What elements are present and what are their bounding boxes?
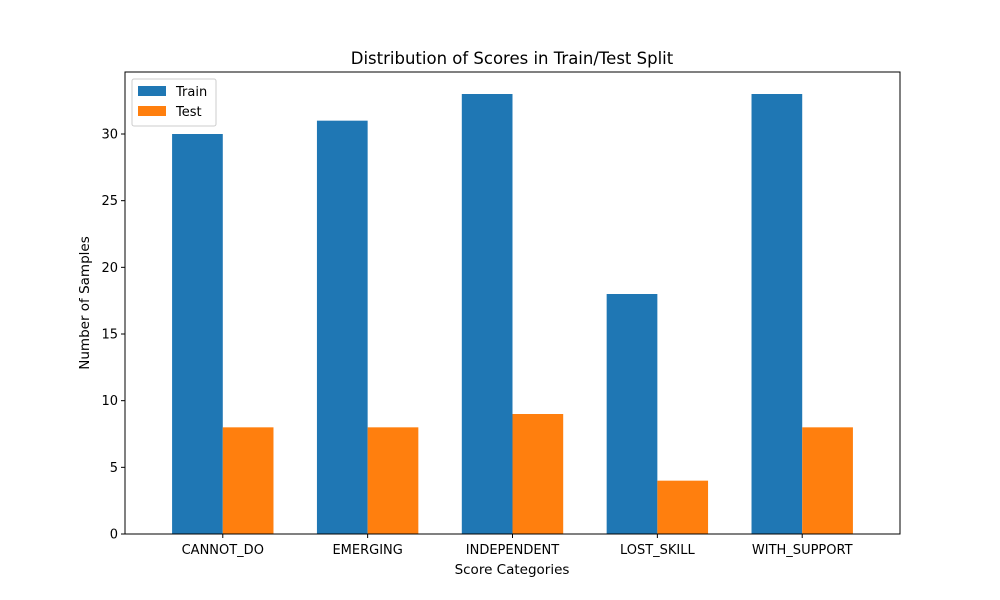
y-tick-label: 25 xyxy=(101,194,118,209)
bar-test-lost_skill xyxy=(657,480,709,534)
y-axis-label: Number of Samples xyxy=(77,236,93,369)
bar-train-with_support xyxy=(751,94,803,534)
bar-train-emerging xyxy=(316,120,368,535)
y-tick-label: 0 xyxy=(110,528,118,543)
x-axis: CANNOT_DO EMERGING INDEPENDENT LOST_SKILL WI… xyxy=(182,534,853,558)
y-tick-label: 30 xyxy=(101,128,118,143)
x-tick-label: WITH_SUPPORT xyxy=(752,543,853,558)
y-axis: 0 5 10 15 20 25 30 xyxy=(101,128,125,543)
bar-test-cannot_do xyxy=(222,427,274,534)
y-tick-label: 10 xyxy=(101,394,118,409)
x-axis-label: Score Categories xyxy=(455,562,570,578)
y-tick-label: 15 xyxy=(101,328,118,343)
bar-train-independent xyxy=(461,94,513,534)
x-tick-label: EMERGING xyxy=(332,543,402,558)
y-tick-label: 20 xyxy=(101,261,118,276)
x-tick-label: INDEPENDENT xyxy=(466,543,560,558)
legend-label-test: Test xyxy=(175,105,202,120)
bars-layer xyxy=(172,94,853,535)
bar-train-lost_skill xyxy=(606,294,658,534)
y-tick-label: 5 xyxy=(110,461,118,476)
legend-label-train: Train xyxy=(175,85,207,100)
legend-swatch-test xyxy=(138,106,166,116)
bar-train-cannot_do xyxy=(172,134,223,534)
bar-test-emerging xyxy=(367,427,419,534)
bar-test-with_support xyxy=(802,427,853,534)
x-tick-label: LOST_SKILL xyxy=(620,543,696,558)
legend: Train Test xyxy=(131,78,217,127)
x-tick-label: CANNOT_DO xyxy=(182,543,264,558)
bar-test-independent xyxy=(512,414,564,534)
legend-swatch-train xyxy=(138,86,166,96)
chart-title: Distribution of Scores in Train/Test Spl… xyxy=(351,49,674,68)
